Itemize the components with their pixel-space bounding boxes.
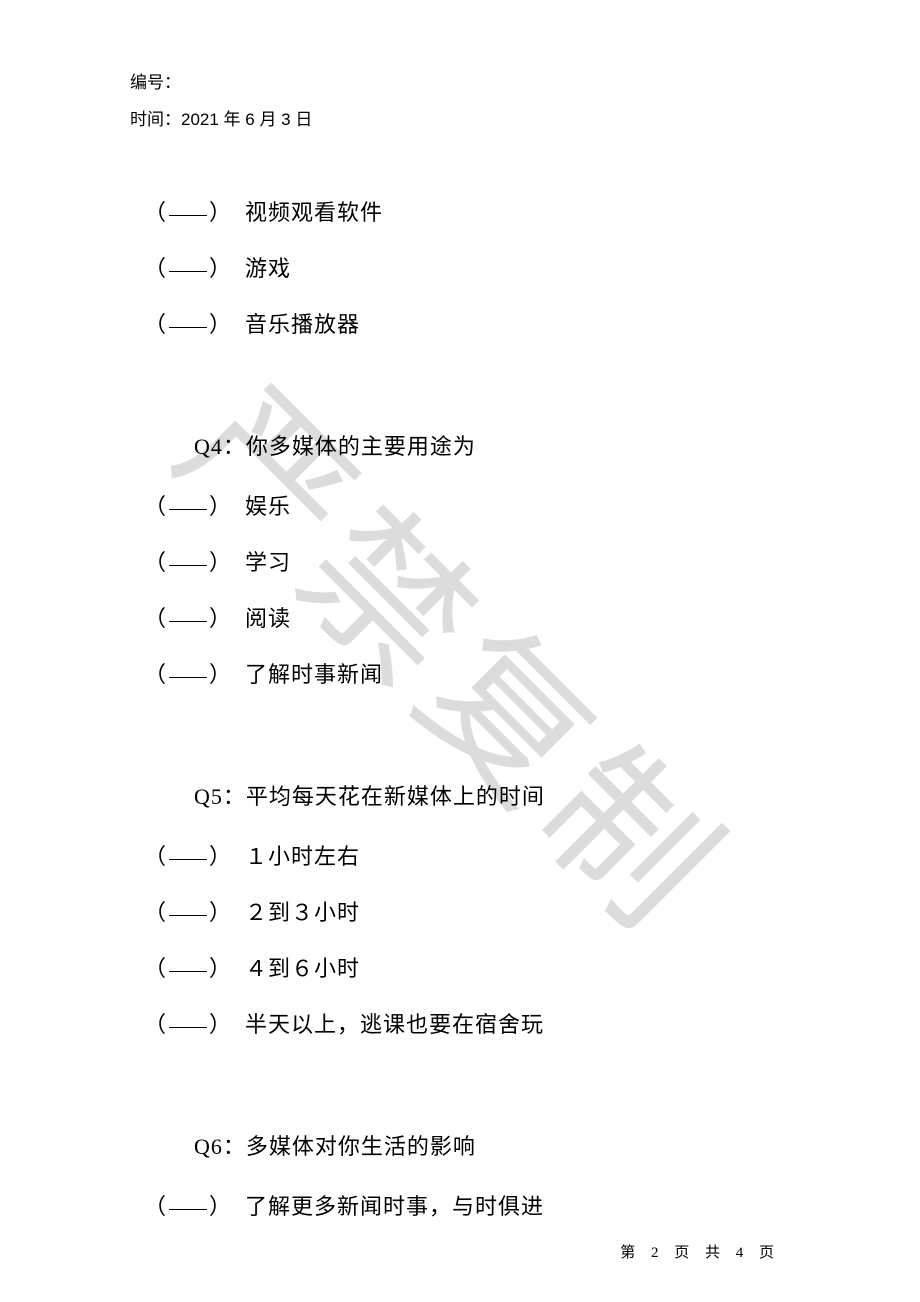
option-text: 学习 (245, 550, 291, 575)
option-text: 娱乐 (245, 494, 291, 519)
option-text: 了解时事新闻 (245, 662, 383, 687)
option-text: 视频观看软件 (245, 200, 383, 225)
option-item: （） 了解更多新闻时事，与时俱进 (144, 1189, 790, 1221)
option-text: ４到６小时 (245, 956, 360, 981)
option-text: ２到３小时 (245, 900, 360, 925)
question-q4: Q4：你多媒体的主要用途为 （） 娱乐 （） 学习 （） 阅读 （） 了解时事新… (130, 429, 790, 689)
option-item: （） １小时左右 (144, 839, 790, 871)
question-title: Q4：你多媒体的主要用途为 (194, 429, 790, 461)
option-item: （） 视频观看软件 (144, 195, 790, 227)
option-text: 半天以上，逃课也要在宿舍玩 (245, 1012, 544, 1037)
option-item: （） 娱乐 (144, 489, 790, 521)
option-item: （） 学习 (144, 545, 790, 577)
option-item: （） 游戏 (144, 251, 790, 283)
option-text: 阅读 (245, 606, 291, 631)
option-item: （） 音乐播放器 (144, 307, 790, 339)
question-q5: Q5：平均每天花在新媒体上的时间 （） １小时左右 （） ２到３小时 （） ４到… (130, 779, 790, 1039)
option-text: 了解更多新闻时事，与时俱进 (245, 1194, 544, 1219)
question-q6: Q6：多媒体对你生活的影响 （） 了解更多新闻时事，与时俱进 (130, 1129, 790, 1221)
page-footer: 第 2 页 共 4 页 (620, 1241, 780, 1262)
option-item: （） 半天以上，逃课也要在宿舍玩 (144, 1007, 790, 1039)
option-item: （） ２到３小时 (144, 895, 790, 927)
document-header: 编号： 时间：2021 年 6 月 3 日 (130, 68, 790, 135)
option-item: （） 阅读 (144, 601, 790, 633)
pre-question-options: （） 视频观看软件 （） 游戏 （） 音乐播放器 (130, 195, 790, 339)
date-label: 时间：2021 年 6 月 3 日 (130, 105, 790, 136)
id-label: 编号： (130, 68, 790, 99)
option-text: １小时左右 (245, 844, 360, 869)
question-title: Q5：平均每天花在新媒体上的时间 (194, 779, 790, 811)
question-title: Q6：多媒体对你生活的影响 (194, 1129, 790, 1161)
option-text: 音乐播放器 (245, 312, 360, 337)
option-item: （） ４到６小时 (144, 951, 790, 983)
option-text: 游戏 (245, 256, 291, 281)
option-item: （） 了解时事新闻 (144, 657, 790, 689)
